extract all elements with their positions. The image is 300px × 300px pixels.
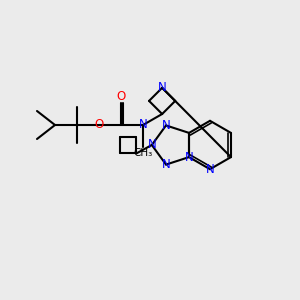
Text: N: N <box>162 158 170 171</box>
Text: N: N <box>158 81 167 94</box>
Text: O: O <box>94 118 103 131</box>
Text: CH₃: CH₃ <box>134 148 153 158</box>
Text: O: O <box>116 91 126 103</box>
Text: N: N <box>206 163 214 176</box>
Text: N: N <box>147 139 156 152</box>
Text: N: N <box>185 151 194 164</box>
Text: N: N <box>139 118 147 131</box>
Text: N: N <box>162 119 170 132</box>
